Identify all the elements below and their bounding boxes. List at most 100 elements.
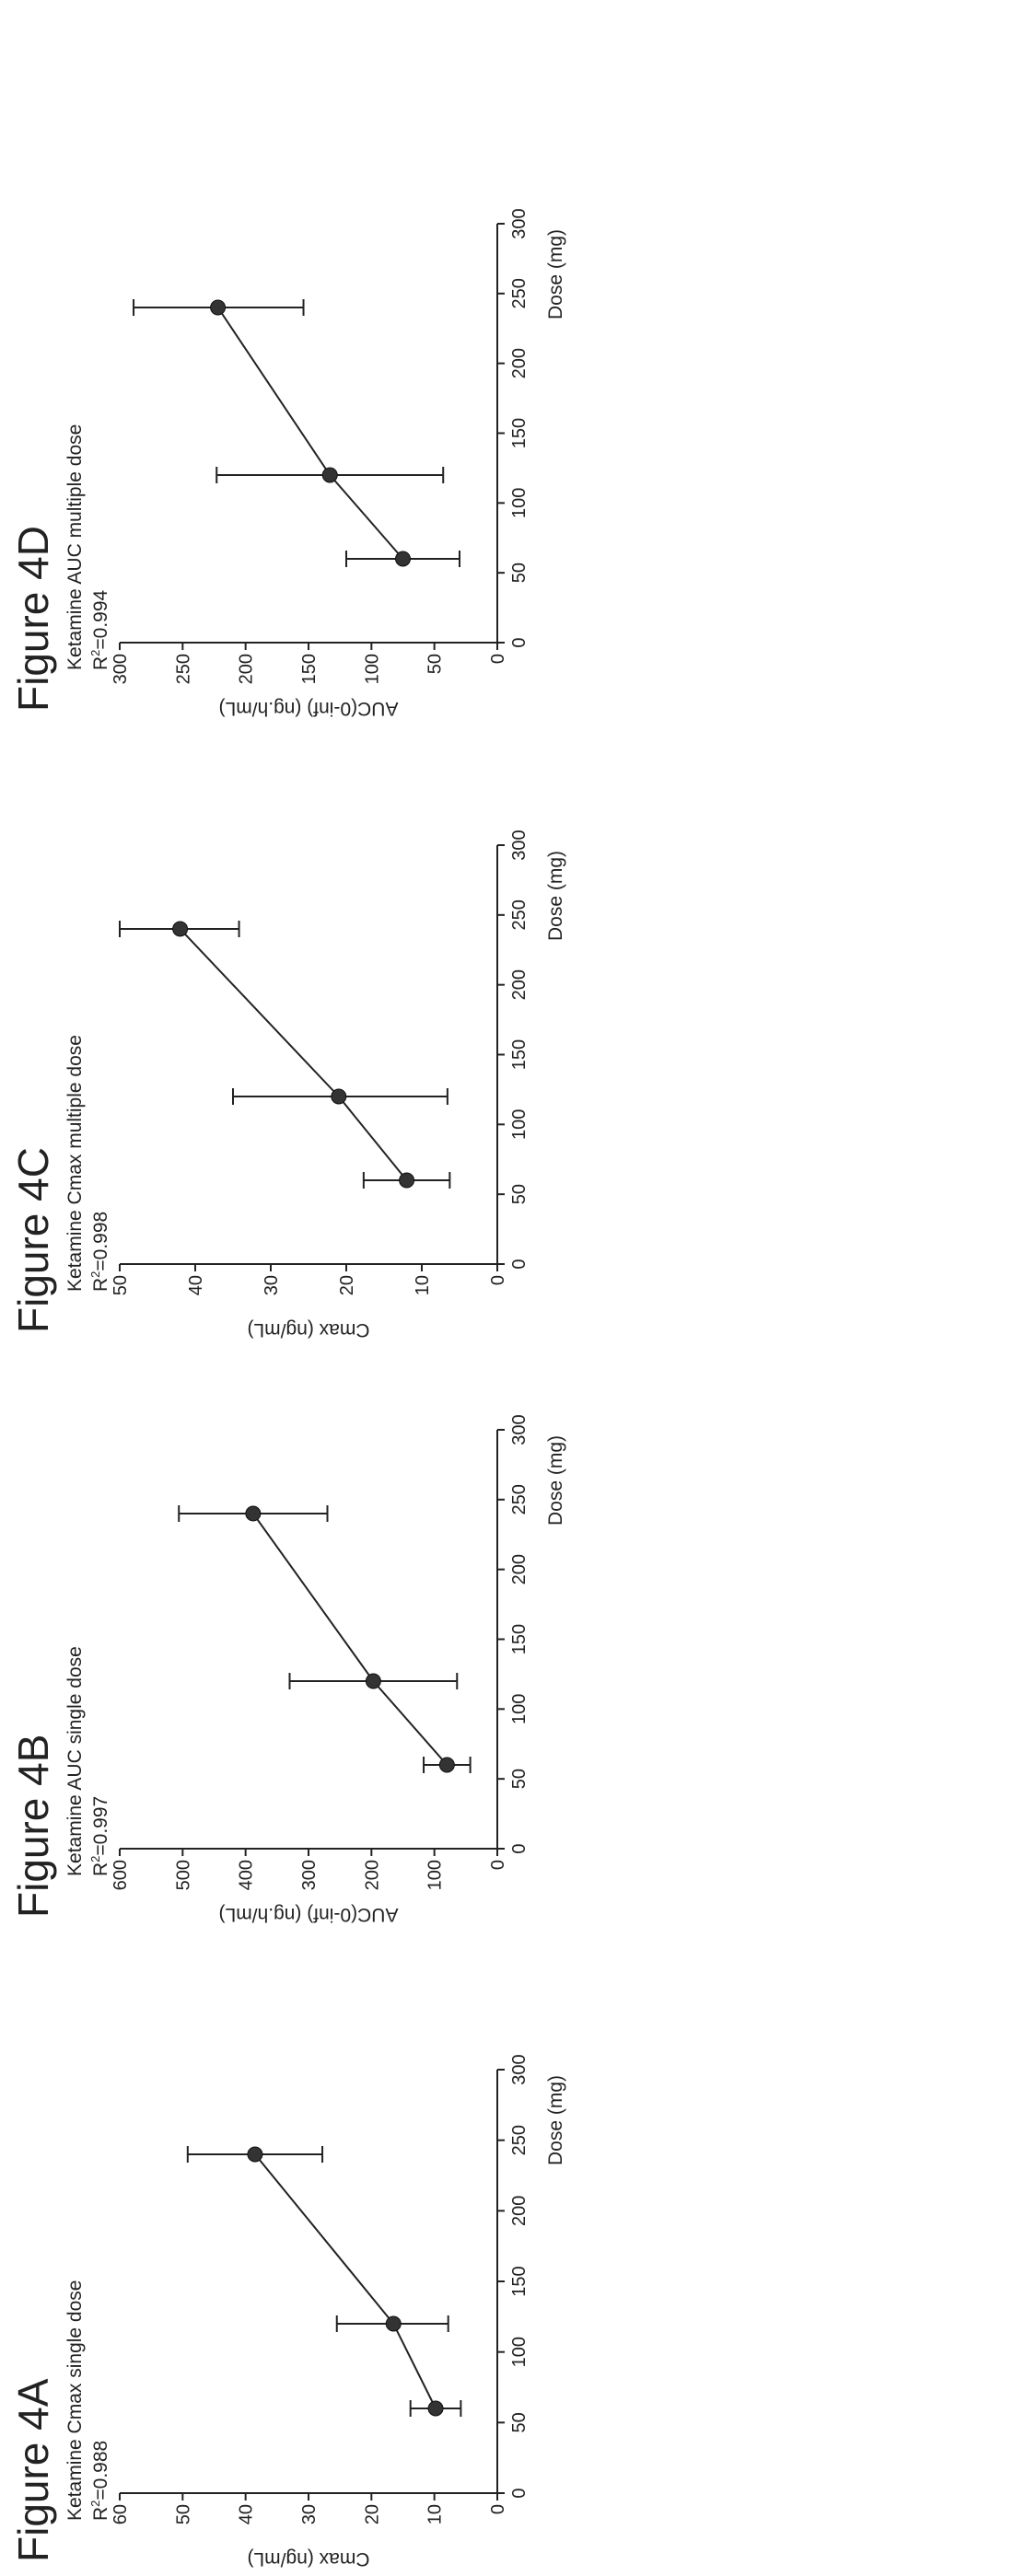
trend-line bbox=[216, 307, 404, 560]
chart-panel-4: Figure 4D Ketamine AUC multiple dose R2=0.… bbox=[9, 208, 566, 719]
y-tick-label: 60 bbox=[111, 2504, 131, 2524]
y-tick-label: 0 bbox=[488, 2504, 508, 2514]
y-tick-label: 400 bbox=[237, 1860, 257, 1890]
chart-panel-2: Figure 4B Ketamine AUC single dose R2=0.99… bbox=[9, 1414, 566, 1925]
data-point bbox=[438, 1757, 455, 1773]
y-tick-label: 600 bbox=[111, 1860, 131, 1890]
x-tick-label: 300 bbox=[509, 830, 530, 860]
figure-label: Figure 4C bbox=[9, 1147, 57, 1333]
data-point bbox=[245, 1505, 262, 1522]
x-tick-label: 200 bbox=[509, 1554, 530, 1584]
data-point bbox=[365, 1673, 381, 1689]
chart-title: Ketamine AUC multiple dose bbox=[64, 424, 86, 670]
rotated-figure-group: Figure 4A Ketamine Cmax single dose R2=0.9… bbox=[9, 208, 566, 2570]
y-tick-label: 50 bbox=[173, 2504, 193, 2524]
data-point bbox=[321, 467, 338, 483]
y-tick-label: 0 bbox=[488, 1275, 508, 1285]
x-axis-title: Dose (mg) bbox=[545, 1435, 566, 1526]
y-tick-label: 10 bbox=[413, 1275, 433, 1295]
y-tick-label: 50 bbox=[111, 1275, 131, 1295]
r-squared-prefix: R bbox=[90, 1278, 111, 1292]
x-tick-label: 300 bbox=[509, 208, 530, 238]
data-point bbox=[331, 1088, 347, 1105]
chart-title: Ketamine AUC single dose bbox=[64, 1646, 86, 1876]
y-tick-label: 30 bbox=[262, 1275, 282, 1295]
y-axis-title: AUC(0-inf) (ng.h/mL) bbox=[219, 698, 399, 719]
y-tick-label: 40 bbox=[237, 2504, 257, 2524]
r-squared-superscript: 2 bbox=[88, 1856, 102, 1862]
x-tick-label: 250 bbox=[509, 1484, 530, 1514]
figure-label: Figure 4B bbox=[9, 1735, 57, 1918]
x-tick-label: 50 bbox=[509, 563, 530, 583]
y-tick-label: 50 bbox=[425, 654, 446, 674]
r-squared-prefix: R bbox=[90, 2507, 111, 2521]
data-point bbox=[427, 2400, 444, 2417]
data-point bbox=[172, 921, 189, 937]
x-tick-label: 150 bbox=[509, 2266, 530, 2296]
x-tick-label: 300 bbox=[509, 2054, 530, 2084]
x-tick-label: 250 bbox=[509, 899, 530, 930]
trend-line bbox=[252, 1513, 448, 1766]
x-tick-label: 100 bbox=[509, 1694, 530, 1724]
x-tick-label: 250 bbox=[509, 278, 530, 308]
x-axis-title: Dose (mg) bbox=[545, 2075, 566, 2165]
x-tick-label: 300 bbox=[509, 1414, 530, 1445]
r-squared-prefix: R bbox=[90, 1862, 111, 1876]
x-tick-label: 0 bbox=[509, 2488, 530, 2498]
y-tick-label: 0 bbox=[488, 1860, 508, 1870]
y-tick-label: 500 bbox=[173, 1860, 193, 1890]
x-tick-label: 100 bbox=[509, 2337, 530, 2367]
r-squared-superscript: 2 bbox=[88, 1271, 102, 1278]
y-axis-title: AUC(0-inf) (ng.h/mL) bbox=[219, 1904, 399, 1925]
y-tick-label: 300 bbox=[111, 654, 131, 684]
y-tick-label: 20 bbox=[362, 2504, 382, 2524]
figure-label: Figure 4A bbox=[9, 2378, 57, 2562]
y-tick-label: 150 bbox=[299, 654, 320, 684]
y-tick-label: 0 bbox=[488, 654, 508, 664]
y-axis-title: Cmax (ng/mL) bbox=[247, 2548, 369, 2570]
x-tick-label: 200 bbox=[509, 2196, 530, 2226]
r-squared-value: =0.988 bbox=[90, 2441, 111, 2501]
x-axis-title: Dose (mg) bbox=[545, 229, 566, 319]
x-tick-label: 200 bbox=[509, 348, 530, 378]
y-tick-label: 40 bbox=[186, 1275, 206, 1295]
x-tick-label: 100 bbox=[509, 1109, 530, 1140]
data-point bbox=[247, 2146, 263, 2163]
trend-line bbox=[179, 928, 408, 1181]
x-tick-label: 150 bbox=[509, 1624, 530, 1654]
data-point bbox=[399, 1172, 415, 1189]
r-squared-label: R2=0.988 bbox=[88, 2441, 111, 2521]
data-point bbox=[395, 551, 411, 567]
chart-panel-3: Figure 4C Ketamine Cmax multiple dose R2=0… bbox=[9, 830, 566, 1340]
r-squared-label: R2=0.998 bbox=[88, 1212, 111, 1292]
x-tick-label: 0 bbox=[509, 1843, 530, 1853]
chart-title: Ketamine Cmax multiple dose bbox=[64, 1035, 86, 1292]
x-tick-label: 50 bbox=[509, 2412, 530, 2432]
x-tick-label: 50 bbox=[509, 1769, 530, 1789]
r-squared-value: =0.998 bbox=[90, 1212, 111, 1271]
r-squared-superscript: 2 bbox=[88, 650, 102, 656]
r-squared-label: R2=0.994 bbox=[88, 589, 111, 670]
x-tick-label: 50 bbox=[509, 1184, 530, 1204]
y-tick-label: 200 bbox=[362, 1860, 382, 1890]
figure-label: Figure 4D bbox=[9, 526, 57, 712]
trend-line bbox=[254, 2153, 437, 2409]
x-tick-label: 0 bbox=[509, 637, 530, 647]
r-squared-value: =0.994 bbox=[90, 589, 111, 649]
r-squared-value: =0.997 bbox=[90, 1796, 111, 1856]
y-tick-label: 200 bbox=[237, 654, 257, 684]
x-tick-label: 150 bbox=[509, 1039, 530, 1070]
y-tick-label: 300 bbox=[299, 1860, 320, 1890]
chart-panel-1: Figure 4A Ketamine Cmax single dose R2=0.9… bbox=[9, 2054, 566, 2570]
x-tick-label: 0 bbox=[509, 1259, 530, 1269]
y-tick-label: 10 bbox=[425, 2504, 446, 2524]
data-point bbox=[210, 299, 227, 316]
r-squared-label: R2=0.997 bbox=[88, 1796, 111, 1876]
y-axis-title: Cmax (ng/mL) bbox=[247, 1319, 369, 1340]
y-tick-label: 250 bbox=[173, 654, 193, 684]
y-tick-label: 100 bbox=[425, 1860, 446, 1890]
y-tick-label: 100 bbox=[362, 654, 382, 684]
r-squared-prefix: R bbox=[90, 656, 111, 670]
